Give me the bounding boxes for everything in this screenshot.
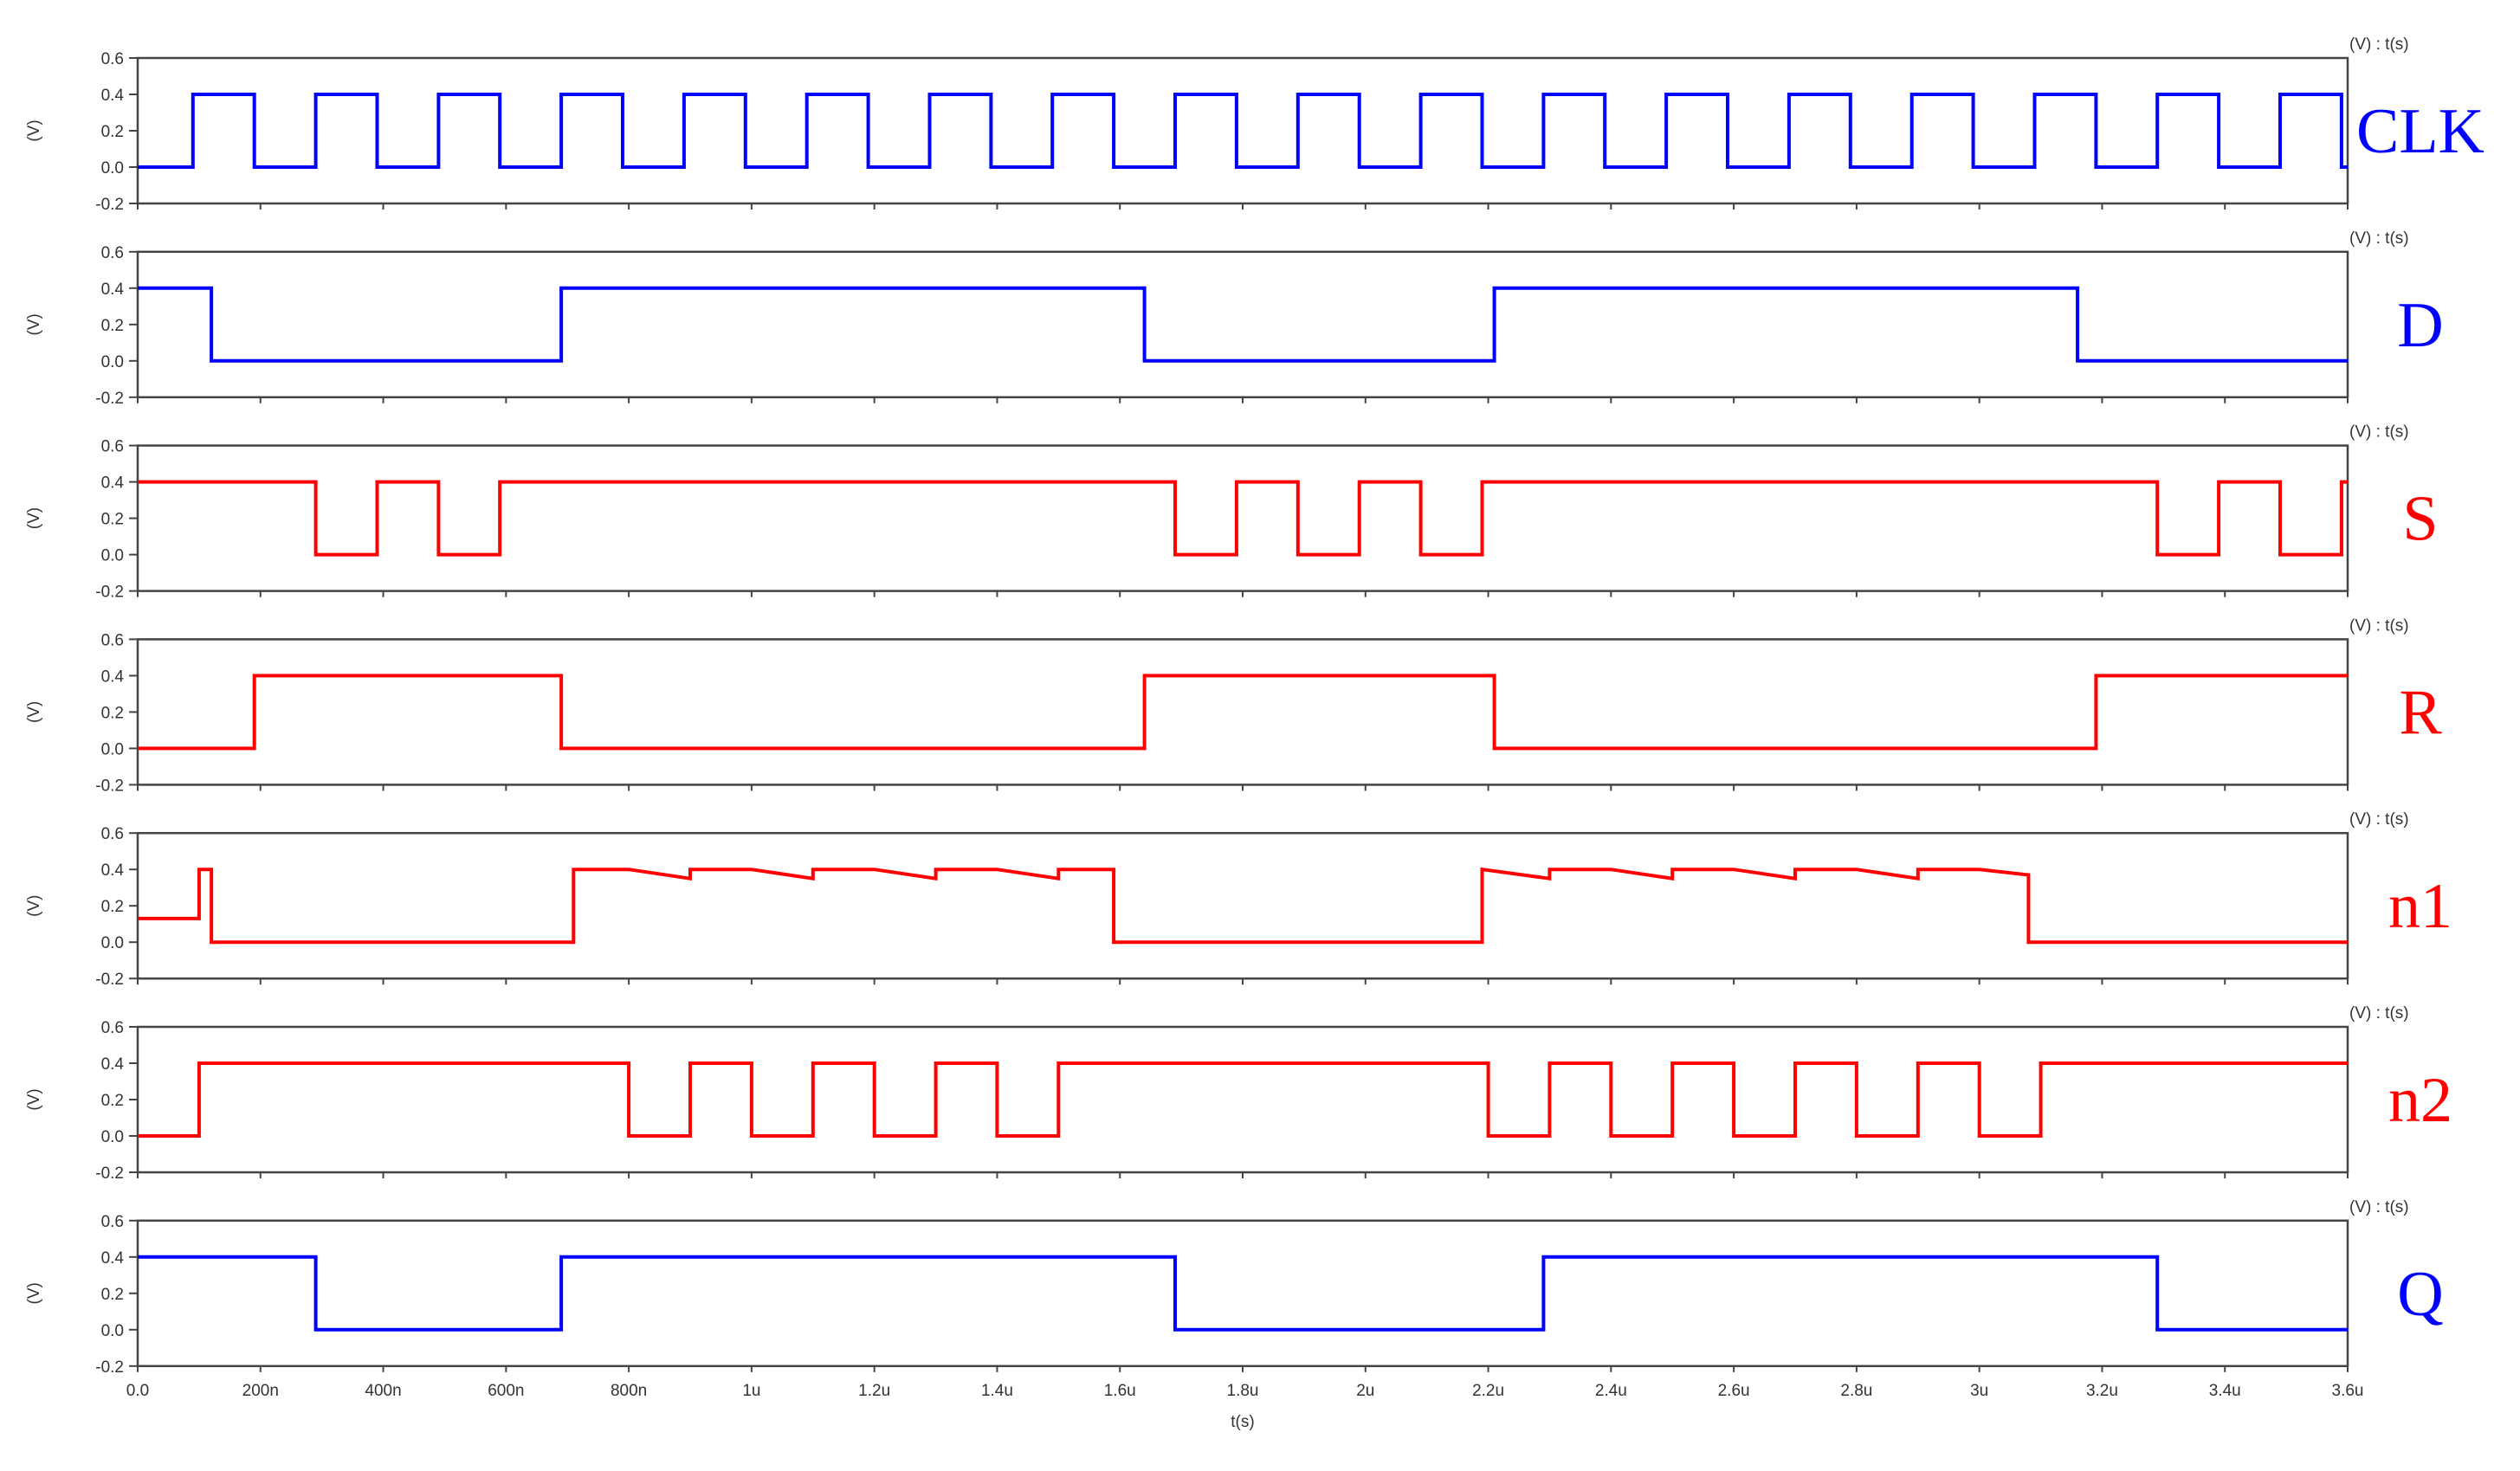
y-tick-label: 0.2 (101, 898, 124, 916)
trace-s (138, 480, 2348, 557)
plot-frame (136, 638, 2349, 786)
y-tick-label: 0.6 (101, 50, 124, 68)
y-tick-label: 0.6 (101, 438, 124, 456)
trace-r (138, 674, 2348, 751)
x-tick-label: 2.4u (1595, 1382, 1627, 1400)
y-tick-label: 0.6 (101, 244, 124, 262)
y-axis-label: (V) (25, 313, 43, 335)
y-tick-label: 0.0 (101, 547, 124, 565)
y-axis-label: (V) (25, 507, 43, 529)
x-tick-label: 400n (365, 1382, 401, 1400)
signal-label-n2: n2 (2388, 1065, 2452, 1136)
panel-unit-label: (V) : t(s) (2349, 1004, 2409, 1023)
y-tick-label: 0.2 (101, 704, 124, 722)
panel-unit-label: (V) : t(s) (2349, 1198, 2409, 1216)
x-tick-label: 1.2u (858, 1382, 890, 1400)
y-tick-label: 0.6 (101, 825, 124, 843)
y-axis-label: (V) (25, 895, 43, 917)
y-tick-label: 0.6 (101, 1213, 124, 1231)
y-tick-label: 0.2 (101, 1286, 124, 1304)
panel-unit-label: (V) : t(s) (2349, 229, 2409, 248)
x-tick-label: 3.2u (2086, 1382, 2118, 1400)
x-tick-label: 3.6u (2332, 1382, 2364, 1400)
x-tick-label: 0.0 (126, 1382, 149, 1400)
plot-frame (136, 831, 2349, 980)
x-tick-label: 3.4u (2209, 1382, 2241, 1400)
y-tick-label: 0.4 (101, 87, 125, 105)
x-tick-label: 2u (1356, 1382, 1374, 1400)
y-tick-label: 0.0 (101, 740, 124, 758)
trace-n1 (138, 867, 2348, 945)
panel-d: (V) : t(s) 0.6 0.4 0.2 0.0 -0.2 (V) D (25, 229, 2444, 408)
y-tick-label: 0.4 (101, 474, 125, 493)
panel-r: (V) : t(s) 0.6 0.4 0.2 0.0 -0.2 (V) R (25, 616, 2442, 795)
plot-frame (136, 250, 2349, 399)
y-tick-label: -0.2 (95, 777, 124, 795)
x-tick-label: 1.8u (1227, 1382, 1259, 1400)
y-tick-label: -0.2 (95, 390, 124, 408)
panel-unit-label: (V) : t(s) (2349, 616, 2409, 635)
panel-unit-label: (V) : t(s) (2349, 423, 2409, 442)
y-tick-label: 0.2 (101, 511, 124, 529)
panel-unit-label: (V) : t(s) (2349, 810, 2409, 829)
trace-n2 (138, 1061, 2348, 1138)
x-tick-label: 1.4u (981, 1382, 1013, 1400)
y-tick-label: 0.0 (101, 159, 124, 177)
plot-frame (136, 1025, 2349, 1174)
signal-label-s: S (2402, 484, 2438, 555)
y-tick-label: 0.4 (101, 1249, 125, 1268)
x-tick-label: 3u (1970, 1382, 1988, 1400)
panel-n1: (V) : t(s) 0.6 0.4 0.2 0.0 -0.2 (V) n1 (25, 810, 2452, 989)
trace-d (138, 286, 2348, 363)
y-tick-label: 0.0 (101, 934, 124, 952)
panel-unit-label: (V) : t(s) (2349, 35, 2409, 54)
y-tick-label: 0.2 (101, 1092, 124, 1110)
y-axis-label: (V) (25, 119, 43, 141)
plot-frame (136, 56, 2349, 205)
signal-label-r: R (2399, 677, 2442, 748)
signal-label-clk: CLK (2356, 96, 2484, 167)
y-tick-label: -0.2 (95, 196, 124, 214)
x-tick-label: 2.6u (1718, 1382, 1750, 1400)
y-tick-label: 0.0 (101, 353, 124, 371)
y-axis-label: (V) (25, 1282, 43, 1304)
panel-q: (V) : t(s) 0.6 0.4 0.2 0.0 -0.2 (V) Q (25, 1198, 2444, 1377)
y-tick-label: 0.4 (101, 281, 125, 299)
y-tick-label: 0.4 (101, 1055, 125, 1074)
y-tick-label: 0.4 (101, 861, 125, 880)
panel-s: (V) : t(s) 0.6 0.4 0.2 0.0 -0.2 (V) S (25, 423, 2439, 602)
trace-q (138, 1255, 2348, 1332)
x-tick-label: 200n (242, 1382, 279, 1400)
signal-label-q: Q (2397, 1259, 2443, 1330)
x-tick-label: 2.2u (1472, 1382, 1504, 1400)
y-tick-label: 0.2 (101, 123, 124, 141)
trace-clk (138, 93, 2348, 169)
x-tick-label: 800n (611, 1382, 647, 1400)
x-axis-label: t(s) (1231, 1413, 1254, 1431)
y-tick-label: -0.2 (95, 1165, 124, 1183)
plot-frame (136, 1219, 2349, 1368)
x-tick-label: 1.6u (1104, 1382, 1136, 1400)
y-tick-label: 0.6 (101, 1019, 124, 1037)
y-tick-label: -0.2 (95, 1358, 124, 1377)
y-tick-label: 0.6 (101, 631, 124, 649)
y-tick-label: 0.0 (101, 1128, 124, 1146)
y-tick-label: -0.2 (95, 971, 124, 989)
y-tick-label: 0.4 (101, 668, 125, 686)
y-tick-label: -0.2 (95, 584, 124, 602)
y-tick-label: 0.2 (101, 317, 124, 335)
y-axis-label: (V) (25, 1088, 43, 1110)
x-tick-label: 1u (742, 1382, 760, 1400)
panel-clk: (V) : t(s) 0.6 0.4 0.2 0.0 -0.2 (V) CLK (25, 35, 2484, 214)
y-tick-label: 0.0 (101, 1322, 124, 1340)
signal-label-n1: n1 (2388, 871, 2452, 942)
plot-frame (136, 444, 2349, 592)
x-tick-label: 600n (488, 1382, 524, 1400)
y-axis-label: (V) (25, 701, 43, 723)
panel-n2: (V) : t(s) 0.6 0.4 0.2 0.0 -0.2 (V) n2 (25, 1004, 2452, 1183)
signal-label-d: D (2397, 290, 2443, 361)
x-tick-label: 2.8u (1840, 1382, 1872, 1400)
